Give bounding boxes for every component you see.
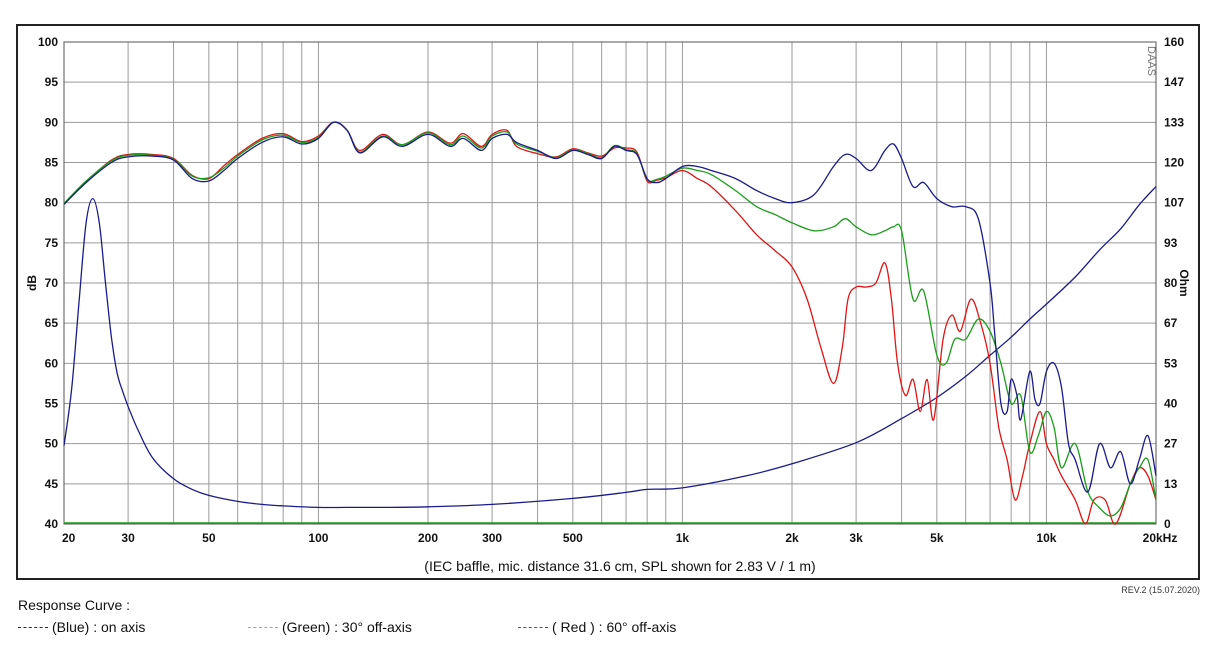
legend-label-green: (Green) : 30° off-axis: [282, 619, 412, 635]
plot-border: [63, 41, 1157, 525]
curve-impedance: [63, 186, 1157, 509]
y-right-tick-label: 120: [1164, 156, 1184, 170]
y-right-tick-label: 147: [1164, 75, 1184, 89]
x-tick-label: 1k: [676, 531, 690, 545]
curves: [63, 121, 1157, 525]
x-tick-label: 200: [418, 531, 438, 545]
y-right-tick-label: 93: [1164, 236, 1178, 250]
x-tick-label: 50: [202, 531, 216, 545]
x-tick-label: 300: [482, 531, 502, 545]
y-left-tick-label: 95: [45, 75, 59, 89]
revision-label: REV.2 (15.07.2020): [1121, 585, 1200, 595]
y-left-tick-label: 70: [45, 276, 59, 290]
y-right-tick-label: 67: [1164, 316, 1178, 330]
y-left-tick-label: 55: [45, 397, 59, 411]
y-left-tick-label: 85: [45, 156, 59, 170]
x-tick-label: 100: [308, 531, 328, 545]
chart-caption: (IEC baffle, mic. distance 31.6 cm, SPL …: [424, 558, 815, 574]
legend-title: Response Curve :: [18, 597, 131, 613]
y-right-tick-label: 133: [1164, 115, 1184, 129]
legend-item-green: (Green) : 30° off-axis: [248, 619, 412, 635]
x-tick-label: 10k: [1036, 531, 1056, 545]
y-right-tick-label: 80: [1164, 276, 1178, 290]
tick-labels: 20 30 50 100 200 300 500 1k 2k 3k 5k 10k 20kHz100959…: [38, 35, 1184, 545]
y-left-tick-label: 80: [45, 196, 59, 210]
x-tick-label: 500: [563, 531, 583, 545]
curve-30-off-axis: [63, 121, 1157, 517]
legend-label-red: ( Red ) : 60° off-axis: [552, 619, 677, 635]
x-tick-label: 20: [62, 531, 76, 545]
legend-swatch-green: [248, 626, 278, 628]
x-tick-label: 5k: [930, 531, 944, 545]
y-right-tick-label: 27: [1164, 437, 1178, 451]
chart-frame: 20 30 50 100 200 300 500 1k 2k 3k 5k 10k 20kHz 100 95 9…: [16, 24, 1200, 580]
y-axis-label-right: Ohm: [1177, 269, 1191, 296]
x-tick-label: 3k: [849, 531, 863, 545]
legend-item-red: ( Red ) : 60° off-axis: [518, 619, 676, 635]
legend-item-blue: (Blue) : on axis: [18, 619, 145, 635]
y-axis-label-left: dB: [25, 275, 39, 291]
y-left-tick-label: 100: [38, 35, 58, 49]
y-left-tick-label: 90: [45, 115, 59, 129]
y-left-tick-label: 45: [45, 477, 59, 491]
y-right-tick-label: 0: [1164, 517, 1171, 531]
legend-swatch-blue: [18, 626, 48, 628]
frequency-response-chart: 20 30 50 100 200 300 500 1k 2k 3k 5k 10k 20kHz100959…: [25, 35, 1191, 574]
y-right-tick-label: 53: [1164, 356, 1178, 370]
y-right-tick-label: 107: [1164, 196, 1184, 210]
curve-on-axis: [63, 121, 1157, 493]
y-left-tick-label: 75: [45, 236, 59, 250]
y-right-tick-label: 40: [1164, 397, 1178, 411]
y-left-tick-label: 40: [45, 517, 59, 531]
y-right-tick-label: 13: [1164, 477, 1178, 491]
x-tick-label: 2k: [785, 531, 799, 545]
x-tick-label: 20kHz: [1143, 531, 1178, 545]
legend-swatch-red: [518, 626, 548, 628]
y-left-tick-label: 65: [45, 316, 59, 330]
y-right-tick-label: 160: [1164, 35, 1184, 49]
watermark: DAAS: [1145, 46, 1157, 76]
x-tick-label: 30: [121, 531, 135, 545]
legend-label-blue: (Blue) : on axis: [52, 619, 146, 635]
y-left-tick-label: 60: [45, 356, 59, 370]
grid: [63, 41, 1157, 525]
y-left-tick-label: 50: [45, 437, 59, 451]
